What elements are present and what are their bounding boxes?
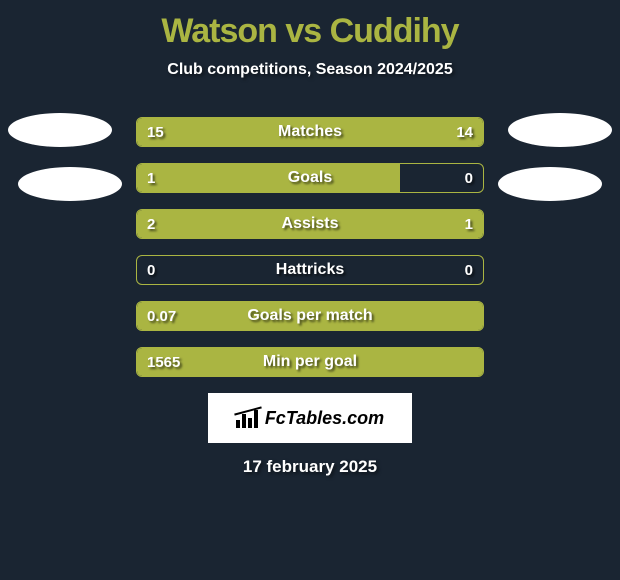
page-title: Watson vs Cuddihy xyxy=(0,0,620,51)
stat-row: 0.07 Goals per match xyxy=(136,301,484,331)
stat-left-value: 15 xyxy=(147,124,164,141)
stat-row: 2 Assists 1 xyxy=(136,209,484,239)
logo-text: FcTables.com xyxy=(265,408,384,429)
stat-label: Min per goal xyxy=(263,353,357,371)
fctables-logo: FcTables.com xyxy=(208,393,412,443)
stat-right-value: 0 xyxy=(465,170,473,187)
stat-label: Goals per match xyxy=(247,307,372,325)
stat-left-value: 1 xyxy=(147,170,155,187)
stat-left-value: 0.07 xyxy=(147,308,176,325)
date-text: 17 february 2025 xyxy=(0,457,620,477)
stat-label: Assists xyxy=(282,215,339,233)
chart-icon xyxy=(236,408,260,428)
stat-label: Goals xyxy=(288,169,332,187)
comparison-bars: 15 Matches 14 1 Goals 0 2 Assists 1 0 Hattricks 0 0.… xyxy=(0,117,620,377)
stat-right-value: 0 xyxy=(465,262,473,279)
player-right-ellipse-1 xyxy=(508,113,612,147)
player-left-ellipse-2 xyxy=(18,167,122,201)
stat-left-value: 1565 xyxy=(147,354,180,371)
stat-row: 15 Matches 14 xyxy=(136,117,484,147)
stat-label: Matches xyxy=(278,123,342,141)
stat-left-value: 0 xyxy=(147,262,155,279)
stat-right-value: 14 xyxy=(456,124,473,141)
stat-right-value: 1 xyxy=(465,216,473,233)
stat-row: 0 Hattricks 0 xyxy=(136,255,484,285)
stat-label: Hattricks xyxy=(276,261,344,279)
stat-left-value: 2 xyxy=(147,216,155,233)
stat-row: 1 Goals 0 xyxy=(136,163,484,193)
subtitle: Club competitions, Season 2024/2025 xyxy=(0,61,620,79)
stat-row: 1565 Min per goal xyxy=(136,347,484,377)
bar-fill-left xyxy=(137,164,400,192)
player-left-ellipse-1 xyxy=(8,113,112,147)
player-right-ellipse-2 xyxy=(498,167,602,201)
